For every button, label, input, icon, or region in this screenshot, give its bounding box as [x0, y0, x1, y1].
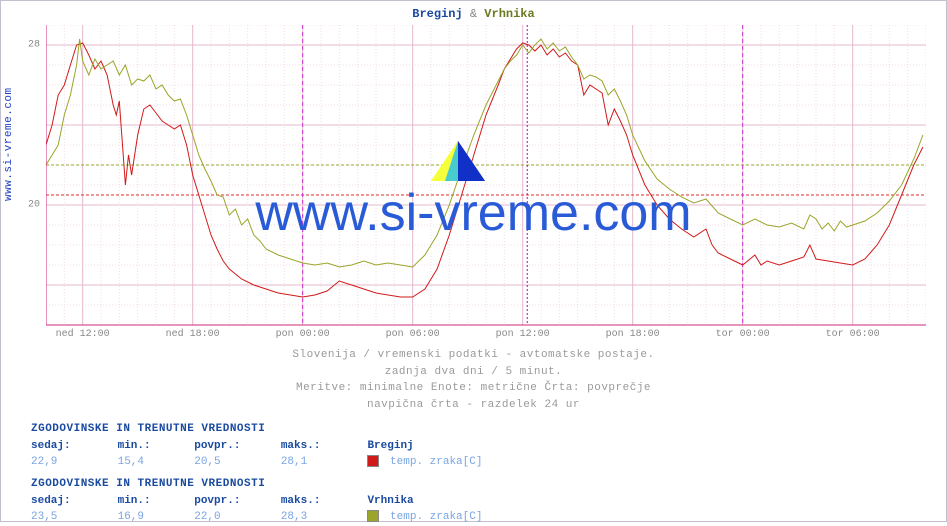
label-now: sedaj: [31, 438, 111, 455]
series-sub: temp. zraka[C] [390, 454, 482, 471]
label-now: sedaj: [31, 493, 111, 510]
stats-values: 23,5 16,9 22,0 28,3 temp. zraka[C] [31, 509, 482, 526]
series-swatch [367, 455, 379, 467]
caption-line: Slovenija / vremenski podatki - avtomats… [1, 347, 946, 364]
x-tick-label: pon 12:00 [496, 329, 550, 340]
label-min: min.: [118, 493, 188, 510]
val-max: 28,3 [281, 509, 361, 526]
label-avg: povpr.: [194, 493, 274, 510]
series-swatch [367, 510, 379, 522]
watermark-logo [431, 141, 485, 181]
val-now: 22,9 [31, 454, 111, 471]
x-tick-label: ned 12:00 [56, 329, 110, 340]
stats-header: ZGODOVINSKE IN TRENUTNE VREDNOSTI [31, 421, 482, 438]
chart-title: Breginj & Vrhnika [1, 7, 946, 21]
val-min: 15,4 [118, 454, 188, 471]
val-now: 23,5 [31, 509, 111, 526]
stats-block-0: ZGODOVINSKE IN TRENUTNE VREDNOSTI sedaj:… [31, 421, 482, 471]
x-tick-label: ned 18:00 [166, 329, 220, 340]
label-min: min.: [118, 438, 188, 455]
val-avg: 22,0 [194, 509, 274, 526]
y-tick-label: 20 [28, 200, 40, 211]
series-sub: temp. zraka[C] [390, 509, 482, 526]
stats-labels: sedaj: min.: povpr.: maks.: Breginj [31, 438, 482, 455]
chart-frame: www.si-vreme.com Breginj & Vrhnika 2028 … [0, 0, 947, 522]
stats-values: 22,9 15,4 20,5 28,1 temp. zraka[C] [31, 454, 482, 471]
val-max: 28,1 [281, 454, 361, 471]
series-name: Breginj [367, 438, 413, 455]
series-name: Vrhnika [367, 493, 413, 510]
caption-line: Meritve: minimalne Enote: metrične Črta:… [1, 380, 946, 397]
val-avg: 20,5 [194, 454, 274, 471]
stats-block-1: ZGODOVINSKE IN TRENUTNE VREDNOSTI sedaj:… [31, 476, 482, 526]
stats-labels: sedaj: min.: povpr.: maks.: Vrhnika [31, 493, 482, 510]
chart-caption: Slovenija / vremenski podatki - avtomats… [1, 347, 946, 413]
title-series-a: Breginj [412, 7, 462, 21]
title-amp: & [470, 7, 477, 21]
caption-line: navpična črta - razdelek 24 ur [1, 397, 946, 414]
plot-area: 2028 [46, 25, 926, 325]
site-link[interactable]: www.si-vreme.com [3, 87, 15, 201]
x-tick-label: tor 06:00 [826, 329, 880, 340]
plot-svg [46, 25, 926, 335]
y-tick-label: 28 [28, 40, 40, 51]
val-min: 16,9 [118, 509, 188, 526]
x-tick-label: pon 18:00 [606, 329, 660, 340]
x-axis-ticks: ned 12:00 ned 18:00 pon 00:00 pon 06:00 pon … [46, 329, 926, 343]
site-label[interactable]: www.si-vreme.com [3, 87, 15, 201]
x-tick-label: pon 00:00 [276, 329, 330, 340]
label-avg: povpr.: [194, 438, 274, 455]
stats-header: ZGODOVINSKE IN TRENUTNE VREDNOSTI [31, 476, 482, 493]
label-max: maks.: [281, 438, 361, 455]
x-tick-label: pon 06:00 [386, 329, 440, 340]
x-tick-label: tor 00:00 [716, 329, 770, 340]
caption-line: zadnja dva dni / 5 minut. [1, 364, 946, 381]
title-series-b: Vrhnika [484, 7, 534, 21]
label-max: maks.: [281, 493, 361, 510]
